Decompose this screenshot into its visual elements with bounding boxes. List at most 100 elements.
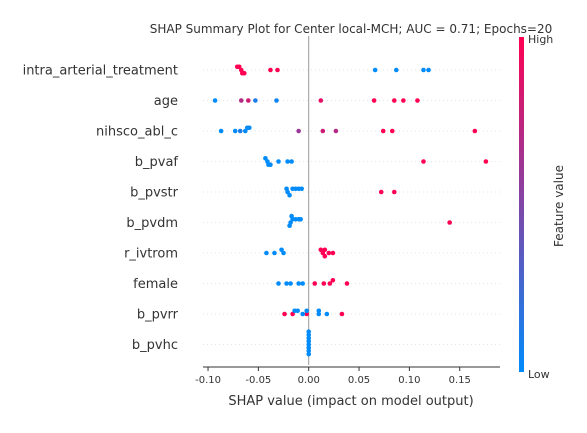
shap-point (300, 281, 305, 286)
shap-point (299, 186, 304, 192)
shap-point (287, 192, 292, 198)
shap-point (322, 247, 328, 253)
shap-point (330, 250, 336, 256)
shap-point (300, 311, 305, 317)
feature-label: b_pvaf (135, 155, 179, 170)
feature-label: r_ivtrom (124, 247, 178, 262)
shap-point (306, 339, 312, 344)
shap-point (483, 159, 489, 164)
shap-point (282, 311, 287, 317)
shap-point (306, 348, 312, 354)
shap-point (321, 281, 327, 286)
shap-point (318, 247, 324, 253)
shap-point (289, 159, 294, 164)
shap-point (339, 311, 345, 317)
chart-title: SHAP Summary Plot for Center local-MCH; … (150, 22, 553, 36)
shap-point (324, 311, 330, 317)
shap-point (288, 281, 293, 286)
x-tick-label: 0.10 (398, 375, 420, 386)
shap-point (253, 98, 258, 103)
shap-point (274, 98, 279, 103)
shap-point (391, 98, 397, 103)
shap-point (306, 329, 312, 335)
shap-point (330, 278, 336, 283)
shap-point (322, 253, 328, 259)
colorbar-title: Feature value (552, 165, 566, 247)
feature-label: female (133, 277, 178, 292)
x-tick-label: 0.05 (348, 375, 370, 386)
shap-point (212, 98, 218, 103)
feature-label: b_pvstr (130, 186, 179, 201)
shap-point (371, 98, 377, 103)
feature-label: b_pvrr (137, 308, 179, 323)
feature-label: intra_arterial_treatment (23, 64, 178, 79)
x-tick-label: 0.00 (298, 375, 320, 386)
feature-label: nihsco_abl_c (96, 125, 178, 140)
shap-point (241, 70, 247, 76)
shap-point (378, 189, 384, 195)
shap-point (306, 342, 312, 347)
x-tick-label: -0.10 (195, 375, 221, 386)
shap-point (426, 67, 431, 73)
x-tick-label: 0.15 (449, 375, 471, 386)
shap-point (391, 189, 397, 195)
shap-point (389, 128, 395, 134)
shap-point (316, 311, 322, 317)
shap-point (306, 332, 312, 338)
shap-point (237, 128, 243, 134)
shap-point (306, 351, 312, 357)
shap-point (284, 281, 289, 286)
shap-point (275, 67, 280, 73)
shap-point (276, 159, 281, 164)
shap-point (268, 162, 273, 167)
shap-point (394, 67, 399, 73)
shap-point (295, 308, 300, 314)
shap-point (326, 250, 332, 256)
shap-point (272, 250, 277, 256)
shap-point (372, 67, 378, 73)
shap-point (304, 311, 309, 317)
shap-point (268, 67, 273, 73)
shap-point (247, 125, 252, 131)
shap-point (344, 281, 350, 286)
shap-point (232, 128, 238, 134)
shap-point (263, 156, 268, 161)
shap-point (320, 128, 326, 134)
shap-point (415, 98, 420, 103)
colorbar (519, 37, 524, 372)
shap-point (276, 281, 281, 286)
shap-point (472, 128, 478, 134)
shap-point (279, 247, 284, 253)
feature-label: age (154, 94, 178, 109)
shap-point (401, 98, 406, 103)
x-axis-label: SHAP value (impact on model output) (228, 394, 473, 409)
shap-point (421, 67, 426, 73)
shap-point (304, 308, 309, 314)
shap-point (218, 128, 224, 134)
shap-point (380, 128, 386, 134)
feature-label: b_pvdm (126, 216, 178, 231)
shap-point (298, 217, 303, 222)
shap-point (285, 159, 290, 164)
colorbar-low-label: Low (528, 368, 550, 381)
shap-point (296, 128, 301, 134)
shap-point (296, 281, 301, 286)
shap-point (318, 98, 324, 103)
shap-point (333, 128, 339, 134)
shap-point (289, 213, 294, 219)
shap-point (312, 281, 318, 286)
x-tick-label: -0.05 (245, 375, 271, 386)
shap-point (238, 98, 244, 103)
shap-point (246, 98, 251, 103)
colorbar-high-label: High (528, 33, 553, 46)
shap-point (287, 223, 292, 228)
shap-point (306, 335, 312, 341)
shap-point (316, 308, 322, 314)
shap-point (447, 220, 452, 225)
shap-point (327, 281, 333, 286)
shap-points (212, 64, 489, 357)
shap-point (284, 186, 289, 192)
